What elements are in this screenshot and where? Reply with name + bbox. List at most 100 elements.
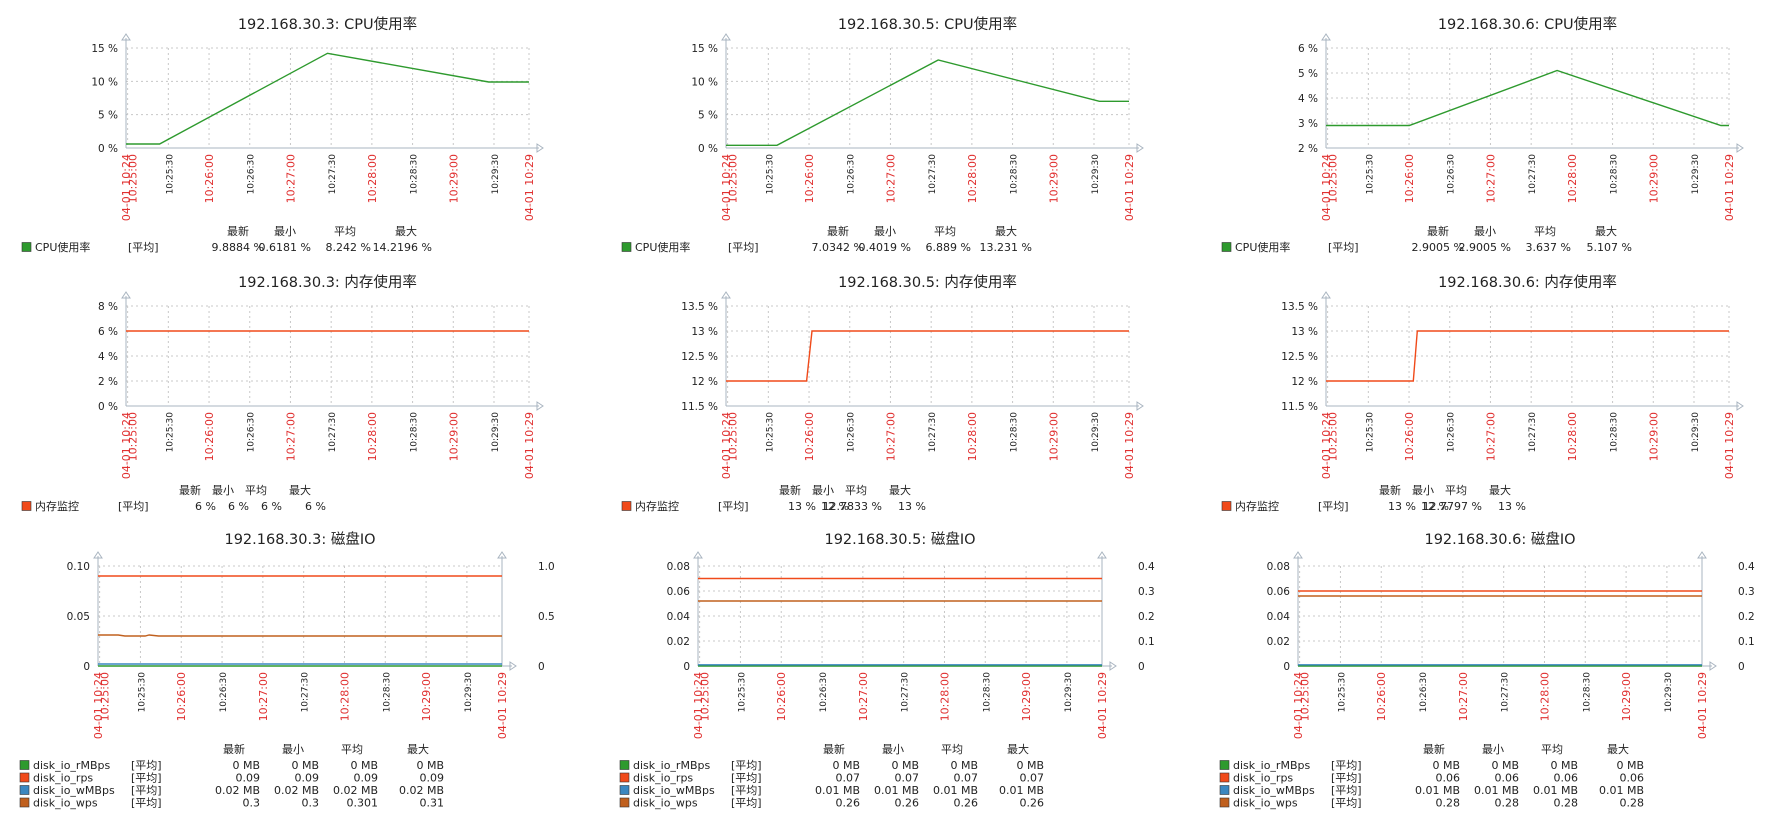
x-tick-label: 10:27:30 — [328, 154, 338, 195]
x-tick-label: 10:27:00 — [884, 154, 897, 203]
legend-value: 0.3 — [302, 797, 320, 810]
chart-title: 192.168.30.5: 内存使用率 — [838, 274, 1017, 291]
x-tick-label: 10:26:00 — [1375, 672, 1388, 721]
y-tick-label: 13.5 % — [681, 301, 718, 313]
legend-header: 最大 — [289, 483, 311, 497]
legend-value: 0.01 MB — [1533, 784, 1578, 797]
legend-value: 0.06 — [1436, 772, 1461, 785]
chart-panel: 192.168.30.5: CPU使用率 0 % 5 % 10 % 15 % 04-01 … — [621, 16, 1144, 254]
series-line — [726, 330, 1129, 382]
x-tick-label: 10:29:30 — [1064, 672, 1074, 713]
legend-header: 最大 — [1595, 224, 1617, 238]
y-tick-label: 0.02 — [667, 636, 690, 648]
chart-title: 192.168.30.6: 磁盘IO — [1424, 530, 1575, 548]
legend-value: 0 MB — [950, 759, 978, 772]
x-tick-label: 10:25:00 — [127, 412, 140, 461]
legend-value: 0 MB — [232, 759, 260, 772]
legend-aggregation: [平均] — [731, 784, 762, 797]
legend-value: 0 MB — [891, 759, 919, 772]
legend-value: 6 % — [305, 500, 326, 513]
legend-header: 最小 — [1474, 225, 1496, 238]
legend-value: 3.637 % — [1526, 241, 1571, 254]
legend-aggregation: [平均] — [1328, 241, 1359, 254]
chart-panel: 192.168.30.3: 内存使用率 0 % 2 % 4 % 6 % 8 % 04-01 … — [21, 274, 544, 513]
x-axis-arrow — [1136, 143, 1144, 153]
x-tick-label: 10:25:30 — [1365, 154, 1375, 195]
x-tick-label: 10:29:00 — [447, 154, 460, 203]
x-tick-label: 10:28:00 — [938, 672, 951, 721]
legend-value: 0 MB — [350, 759, 378, 772]
x-tick-label: 10:28:00 — [1566, 412, 1579, 461]
x-tick-label: 10:25:30 — [737, 672, 747, 713]
legend-series-name: disk_io_wMBps — [1233, 784, 1315, 797]
x-tick-label: 04-01 10:24 — [120, 412, 133, 479]
y-tick-label: 4 % — [98, 351, 118, 363]
x-tick-label: 10:25:00 — [1299, 672, 1312, 721]
y2-tick-label: 0.2 — [1138, 611, 1155, 623]
legend-series-name: disk_io_rMBps — [1233, 759, 1310, 772]
y-axis-arrow — [1321, 33, 1331, 41]
x-tick-label: 10:26:30 — [1419, 672, 1429, 713]
x-tick-label: 10:28:00 — [366, 412, 379, 461]
legend-header: 最小 — [812, 484, 834, 497]
legend-swatch — [1219, 772, 1230, 783]
legend-swatch — [1221, 242, 1232, 252]
x-tick-label: 10:26:00 — [803, 412, 816, 461]
legend-value: 0.07 — [954, 772, 979, 785]
y-tick-label: 15 % — [91, 43, 118, 55]
x-tick-label: 10:29:00 — [1647, 154, 1660, 203]
x-tick-label: 10:29:00 — [1047, 154, 1060, 203]
x-tick-label: 10:26:00 — [803, 154, 816, 203]
y-axis-arrow — [693, 551, 703, 559]
legend-header: 平均 — [341, 743, 363, 756]
legend-header: 平均 — [934, 225, 956, 238]
y-axis-arrow — [93, 551, 103, 559]
y-tick-label: 0 — [1283, 661, 1290, 673]
legend-series-name: disk_io_rMBps — [633, 759, 710, 772]
legend-header: 最大 — [995, 224, 1017, 238]
x-tick-label: 10:25:00 — [1327, 154, 1340, 203]
legend-value: 0.06 — [1554, 772, 1579, 785]
legend-header: 最新 — [1427, 224, 1449, 238]
legend-swatch — [1221, 501, 1232, 511]
x-tick-label: 10:25:30 — [1365, 412, 1375, 453]
x-tick-label: 04-01 10:24 — [1292, 672, 1305, 739]
legend-header: 平均 — [1541, 743, 1563, 756]
y2-axis-arrow — [1697, 551, 1707, 559]
x-tick-label: 10:27:30 — [328, 412, 338, 453]
legend-series-name: disk_io_wps — [1233, 797, 1298, 810]
x-tick-label: 04-01 10:29 — [496, 672, 509, 739]
legend-swatch — [621, 242, 632, 252]
x-tick-label: 10:25:00 — [99, 672, 112, 721]
legend-header: 最大 — [889, 483, 911, 497]
legend-value: 0.02 MB — [215, 784, 260, 797]
x-tick-label: 10:28:00 — [966, 412, 979, 461]
x-tick-label: 10:29:00 — [1647, 412, 1660, 461]
legend-series-name: CPU使用率 — [1235, 240, 1290, 254]
x-tick-label: 10:26:00 — [1403, 154, 1416, 203]
legend-aggregation: [平均] — [731, 759, 762, 772]
x-tick-label: 04-01 10:24 — [720, 412, 733, 479]
x-tick-label: 10:26:30 — [1447, 412, 1457, 453]
y2-tick-label: 0.3 — [1738, 586, 1755, 598]
y-tick-label: 5 % — [1298, 68, 1318, 80]
legend-aggregation: [平均] — [731, 772, 762, 785]
legend-value: 9.8884 % — [212, 241, 264, 254]
x-tick-label: 10:28:30 — [410, 412, 420, 453]
x-tick-label: 10:28:30 — [1010, 412, 1020, 453]
chart-title: 192.168.30.5: 磁盘IO — [824, 530, 975, 548]
x-tick-label: 10:25:00 — [699, 672, 712, 721]
x-tick-label: 04-01 10:24 — [1320, 412, 1333, 479]
y-tick-label: 13 % — [1291, 326, 1318, 338]
chart-panel: 192.168.30.6: 内存使用率 11.5 % 12 % 12.5 % 13 % 1… — [1221, 274, 1744, 513]
x-tick-label: 04-01 10:29 — [1096, 672, 1109, 739]
y-tick-label: 2 % — [1298, 143, 1318, 155]
legend-header: 最大 — [1007, 742, 1029, 756]
legend-swatch — [619, 772, 630, 783]
legend-swatch — [1219, 785, 1230, 795]
y-axis-arrow — [121, 33, 131, 41]
x-axis-arrow — [509, 661, 517, 671]
legend-value: 0.02 MB — [333, 784, 378, 797]
x-tick-label: 10:27:00 — [284, 412, 297, 461]
